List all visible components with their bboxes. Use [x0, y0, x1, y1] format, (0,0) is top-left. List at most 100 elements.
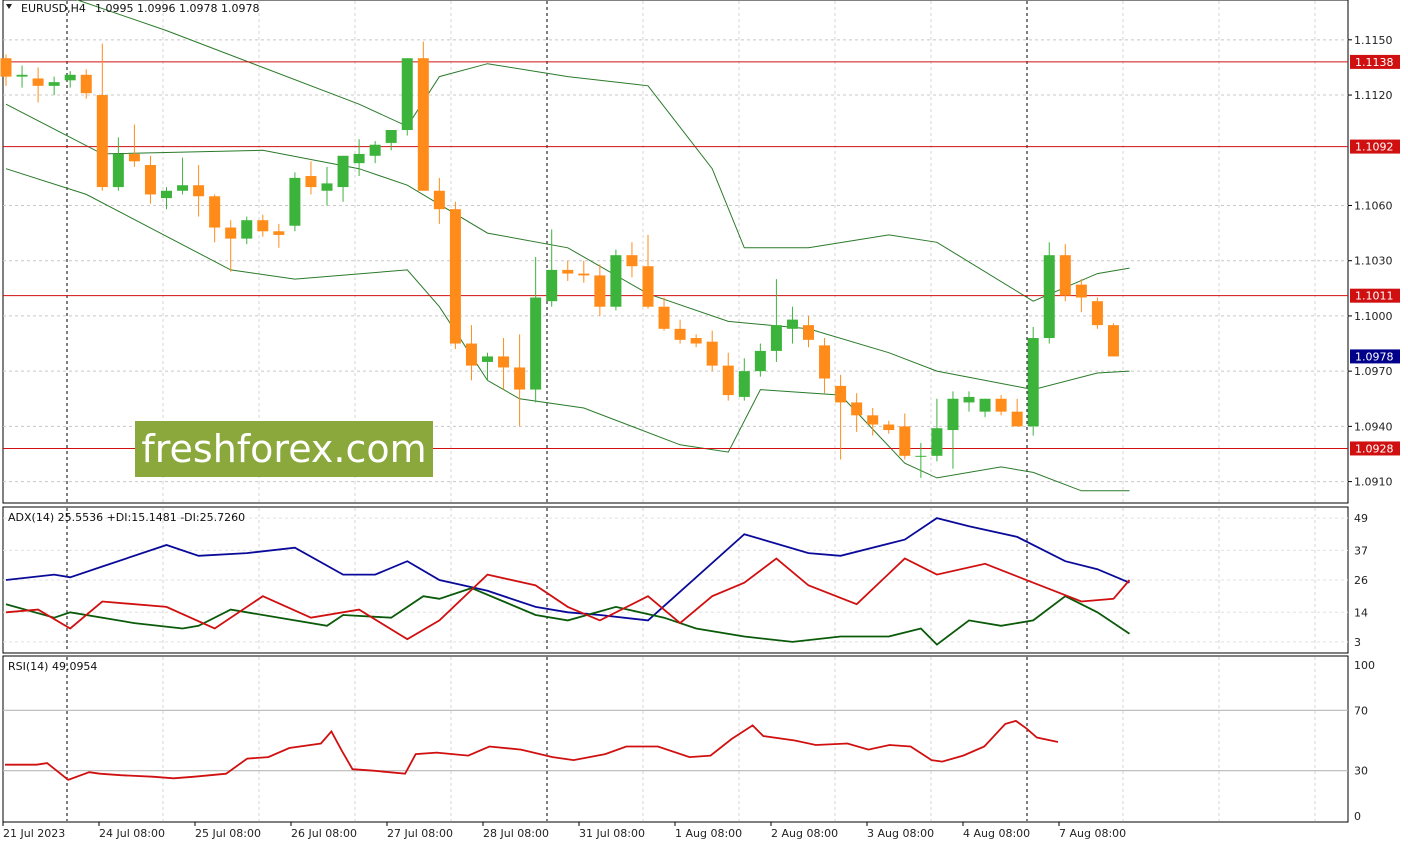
candle-body [530, 297, 542, 390]
candle-body [674, 328, 686, 340]
candle-body [401, 58, 413, 131]
candle-body [449, 209, 461, 344]
watermark[interactable]: freshforex.com [135, 421, 433, 477]
candle-body [867, 415, 879, 425]
time-label: 2 Aug 08:00 [771, 827, 838, 840]
candle-body [209, 196, 221, 228]
adx-tick-label: 14 [1354, 606, 1368, 619]
candle-body [385, 130, 397, 143]
price-tick-label: 1.1120 [1354, 89, 1393, 102]
bollinger-upper-line [75, 0, 1130, 302]
price-panel-frame [2, 0, 1349, 504]
adx-info-label: ADX(14) 25.5536 +DI:15.1481 -DI:25.7260 [8, 511, 245, 524]
candle-body [112, 153, 124, 188]
candle-body [128, 153, 140, 162]
adx-lines [5, 517, 1131, 646]
rsi-info-label: RSI(14) 49.0954 [8, 660, 97, 673]
plusminus-di-line [5, 587, 1131, 646]
candle-body [835, 385, 847, 403]
candle-body [546, 269, 558, 302]
candle-body [562, 269, 574, 274]
candle-body [915, 455, 927, 457]
candle-body [690, 338, 702, 344]
candle-body [1011, 411, 1023, 427]
adx-line [5, 517, 1130, 622]
rsi-tick-label: 100 [1354, 659, 1375, 672]
session-separators [66, 1, 1028, 821]
candle-body [1091, 301, 1103, 326]
candle-body [995, 398, 1007, 412]
candles [0, 41, 1119, 478]
candle-body [32, 78, 44, 86]
price-levels [3, 61, 1348, 449]
candle-body [144, 164, 156, 195]
level-price-label: 1.1011 [1355, 290, 1394, 303]
candle-body [48, 82, 60, 86]
rsi-tick-label: 0 [1354, 810, 1361, 823]
candle-body [498, 356, 510, 368]
candle-body [514, 367, 526, 390]
candle-body [626, 255, 638, 267]
rsi-line [5, 719, 1059, 781]
time-label: 3 Aug 08:00 [867, 827, 934, 840]
candle-body [770, 325, 782, 351]
candle-body [722, 365, 734, 396]
candle-body [786, 319, 798, 329]
adx-tick-label: 49 [1354, 512, 1368, 525]
time-label: 24 Jul 08:00 [99, 827, 165, 840]
rsi-panel-frame [2, 655, 1349, 823]
time-label: 27 Jul 08:00 [387, 827, 453, 840]
candle-body [754, 350, 766, 372]
price-tick-label: 1.0940 [1354, 420, 1393, 433]
price-tick-label: 1.1060 [1354, 199, 1393, 212]
candle-body [979, 398, 991, 412]
time-label: 28 Jul 08:00 [483, 827, 549, 840]
candle-body [642, 266, 654, 307]
candle-body [321, 183, 333, 191]
candle-body [193, 185, 205, 197]
price-tick-label: 1.0910 [1354, 476, 1393, 489]
candle-body [803, 325, 814, 340]
watermark-text: freshforex.com [141, 427, 426, 471]
candle-body [353, 153, 365, 164]
candle-body [161, 190, 172, 199]
candle-body [1043, 255, 1055, 339]
candle-body [257, 220, 269, 232]
level-price-tag [1350, 139, 1400, 154]
current-price-tag [1350, 349, 1400, 364]
candle-body [96, 95, 108, 188]
watermark-background [135, 421, 433, 477]
level-price-tag [1350, 441, 1400, 456]
candle-body [80, 74, 92, 94]
level-price-label: 1.1092 [1355, 141, 1394, 154]
current-price-label: 1.0978 [1355, 350, 1394, 363]
level-price-label: 1.1138 [1355, 56, 1394, 69]
candle-body [1059, 255, 1071, 296]
candle-body [963, 396, 975, 403]
candle-body [883, 424, 895, 431]
candle-body [706, 341, 718, 366]
price-tick-label: 1.1150 [1354, 34, 1393, 47]
rsi-tick-label: 30 [1354, 765, 1368, 778]
adx-tick-label: 26 [1354, 574, 1368, 587]
level-price-tag [1350, 288, 1400, 303]
adx-tick-label: 37 [1354, 544, 1368, 557]
symbol-label: EURUSD,H4 [21, 2, 86, 15]
candle-body [610, 255, 622, 307]
header: EURUSD,H4 1.0995 1.0996 1.0978 1.0978 AD… [6, 2, 259, 673]
candle-body [337, 155, 349, 188]
time-label: 26 Jul 08:00 [291, 827, 357, 840]
ohlc-label: 1.0995 1.0996 1.0978 1.0978 [95, 2, 259, 15]
rsi-lines [5, 719, 1059, 781]
candle-body [1107, 325, 1119, 357]
candle-body [465, 343, 477, 366]
grid [3, 1, 1348, 821]
candle-body [851, 402, 863, 416]
candle-body [658, 306, 670, 329]
time-label: 4 Aug 08:00 [963, 827, 1030, 840]
dropdown-triangle-icon[interactable] [6, 4, 12, 9]
candle-body [369, 144, 381, 156]
candle-body [594, 275, 606, 307]
candle-body [1027, 338, 1039, 427]
